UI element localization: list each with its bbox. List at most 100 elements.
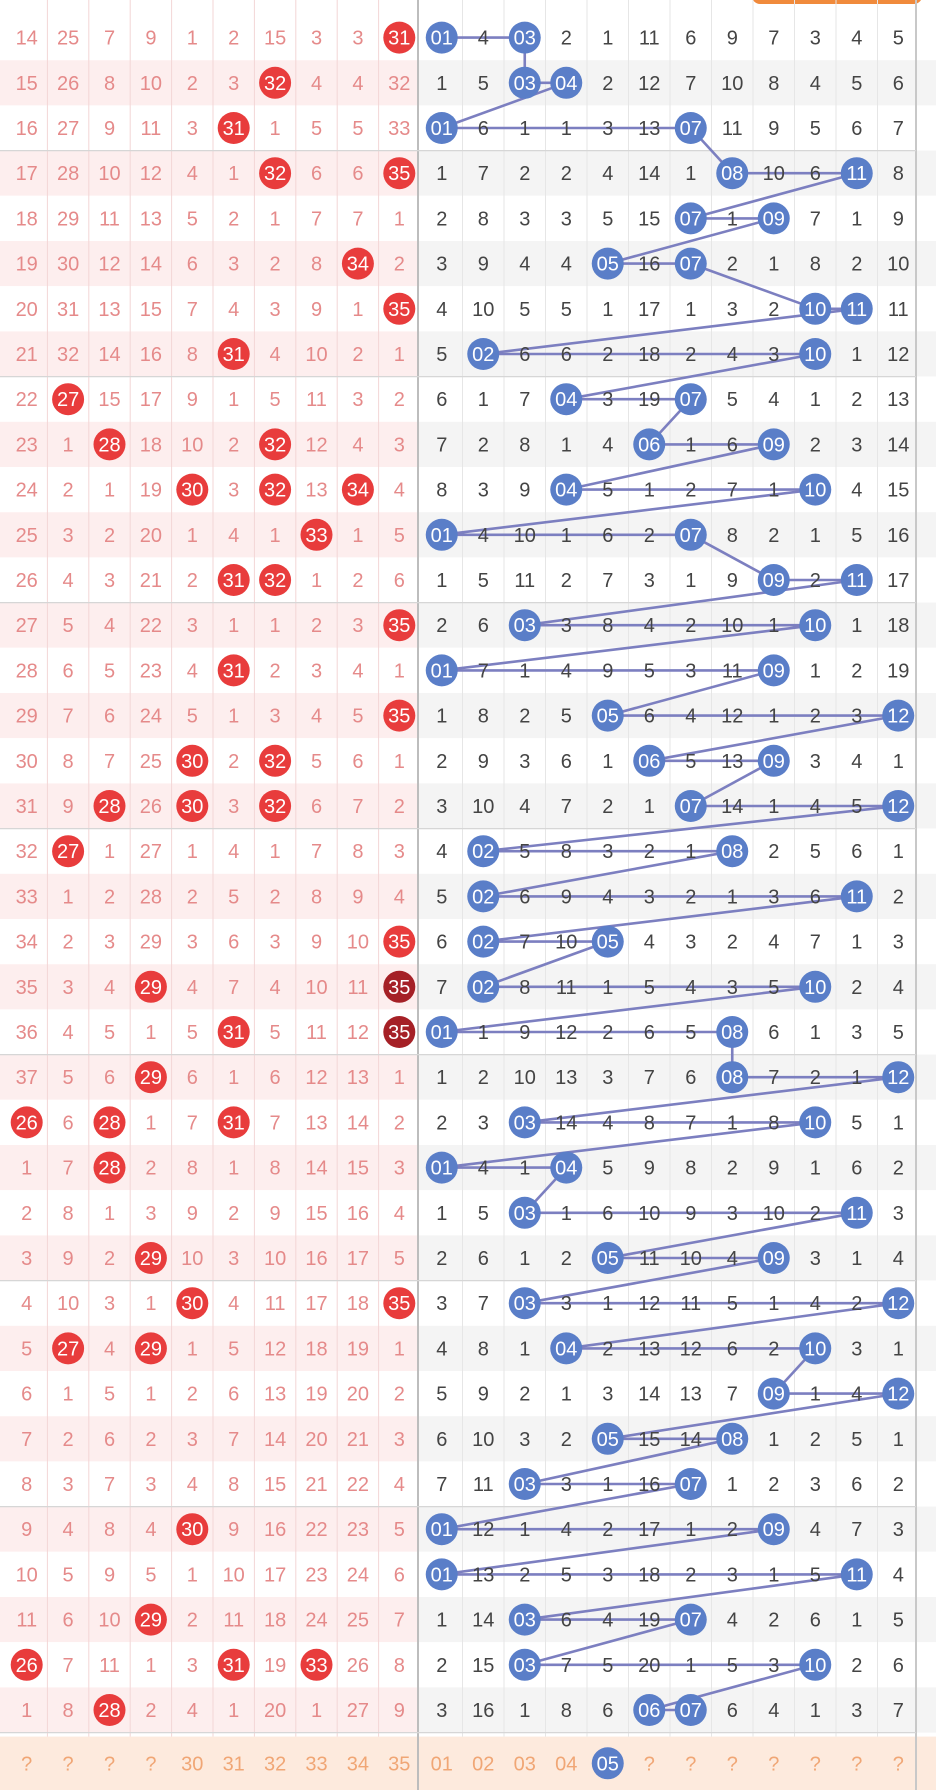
back-cell: 2 — [893, 886, 904, 908]
back-cell: 07 — [680, 254, 702, 276]
front-cell: 30 — [181, 1519, 203, 1541]
back-cell: 3 — [436, 1293, 447, 1315]
front-cell: 32 — [264, 434, 286, 456]
back-cell: 05 — [597, 1429, 619, 1451]
back-cell: 3 — [685, 932, 696, 954]
back-cell: 8 — [768, 1112, 779, 1134]
back-cell: 10 — [721, 615, 743, 637]
back-cell: 05 — [597, 932, 619, 954]
back-cell: 7 — [768, 1067, 779, 1089]
back-cell: 1 — [436, 73, 447, 95]
back-cell: 6 — [851, 1474, 862, 1496]
front-row-bg — [0, 602, 418, 648]
front-hit-ball — [259, 744, 292, 777]
back-cell: 10 — [804, 977, 826, 999]
back-cell: 3 — [893, 1519, 904, 1541]
back-cell: 03 — [514, 73, 536, 95]
front-cell: 2 — [394, 1112, 405, 1134]
front-cell: 10 — [98, 163, 120, 185]
back-cell: 3 — [602, 1067, 613, 1089]
back-hit-ball — [757, 428, 790, 461]
front-cell: 3 — [228, 480, 239, 502]
back-cell: 6 — [727, 434, 738, 456]
front-cell: 35 — [388, 163, 410, 185]
back-cell: 01 — [431, 1564, 453, 1586]
back-cell: 6 — [893, 1655, 904, 1677]
front-cell: 24 — [140, 706, 162, 728]
trend-segment — [441, 985, 816, 1034]
back-cell: 12 — [887, 1384, 909, 1406]
front-cell: 10 — [98, 1610, 120, 1632]
back-cell: 5 — [602, 1655, 613, 1677]
back-cell: 5 — [727, 389, 738, 411]
back-cell: 15 — [472, 1655, 494, 1677]
front-cell: 27 — [57, 118, 79, 140]
trend-segment — [441, 1527, 774, 1576]
front-cell: 4 — [187, 977, 198, 999]
back-cell: 07 — [680, 525, 702, 547]
back-cell: 19 — [638, 389, 660, 411]
front-hit-ball — [383, 292, 416, 325]
back-cell: 6 — [436, 1429, 447, 1451]
back-cell: 1 — [561, 525, 572, 547]
front-cell: 3 — [187, 118, 198, 140]
front-cell: 6 — [104, 1067, 115, 1089]
back-cell: 1 — [727, 1112, 738, 1134]
back-hit-ball — [425, 1513, 458, 1546]
back-hit-ball — [840, 157, 873, 190]
top-orange-button[interactable] — [752, 0, 922, 4]
front-cell: 31 — [223, 118, 245, 140]
front-cell: 2 — [145, 1429, 156, 1451]
trend-segment — [607, 1211, 857, 1260]
front-cell: 1 — [270, 615, 281, 637]
back-cell: 05 — [597, 254, 619, 276]
back-cell: 6 — [893, 73, 904, 95]
front-cell: 32 — [264, 751, 286, 773]
footer-cell: ? — [644, 1753, 655, 1775]
footer-hit-ball — [591, 1747, 624, 1780]
front-hit-ball — [300, 518, 333, 551]
back-cell: 2 — [893, 1158, 904, 1180]
back-cell: 13 — [555, 1067, 577, 1089]
front-cell: 28 — [98, 796, 120, 818]
back-cell: 7 — [727, 1384, 738, 1406]
back-cell: 9 — [561, 886, 572, 908]
front-cell: 5 — [104, 1022, 115, 1044]
back-cell: 7 — [810, 932, 821, 954]
front-cell: 17 — [305, 1293, 327, 1315]
front-cell: 1 — [228, 1158, 239, 1180]
back-cell: 9 — [727, 28, 738, 50]
front-hit-ball — [341, 473, 374, 506]
front-cell: 9 — [21, 1519, 32, 1541]
front-cell: 26 — [16, 1655, 38, 1677]
front-cell: 21 — [305, 1474, 327, 1496]
back-cell: 4 — [768, 389, 779, 411]
front-cell: 6 — [228, 1384, 239, 1406]
trend-lines — [441, 36, 899, 1712]
back-cell: 09 — [763, 751, 785, 773]
back-cell: 3 — [602, 118, 613, 140]
back-cell: 18 — [887, 615, 909, 637]
trend-segment — [441, 81, 567, 130]
back-cell: 07 — [680, 1610, 702, 1632]
back-cell: 6 — [644, 706, 655, 728]
front-row-bg — [0, 1371, 418, 1417]
footer-cell: ? — [851, 1753, 862, 1775]
back-cell: 3 — [768, 1655, 779, 1677]
front-cell: 5 — [394, 525, 405, 547]
front-cell: 5 — [63, 1564, 74, 1586]
front-cell: 30 — [57, 254, 79, 276]
back-cell: 5 — [851, 1112, 862, 1134]
front-row-bg — [0, 1551, 418, 1597]
front-cell: 2 — [187, 886, 198, 908]
back-cell: 12 — [721, 706, 743, 728]
trend-segment — [483, 849, 733, 898]
front-cell: 7 — [228, 1429, 239, 1451]
front-hit-ball — [259, 157, 292, 190]
back-cell: 3 — [768, 344, 779, 366]
back-cell: 13 — [472, 1564, 494, 1586]
back-hit-ball — [757, 1242, 790, 1274]
back-cell: 1 — [602, 299, 613, 321]
front-cell: 3 — [145, 1474, 156, 1496]
back-cell: 3 — [851, 434, 862, 456]
